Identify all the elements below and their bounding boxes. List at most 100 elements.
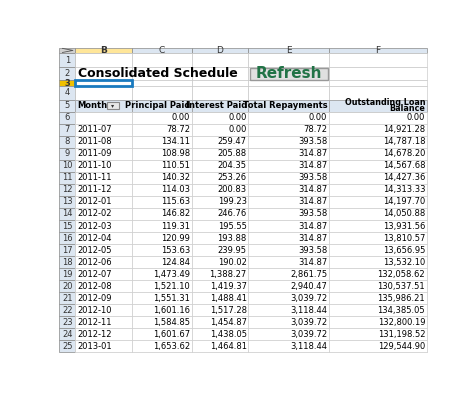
Text: 314.87: 314.87 [298, 221, 328, 230]
Bar [329, 184, 427, 196]
Bar [132, 196, 191, 208]
Text: 1,388.27: 1,388.27 [210, 270, 247, 279]
Bar [75, 220, 132, 232]
Bar [329, 67, 427, 80]
Bar [329, 316, 427, 328]
Text: 3,118.44: 3,118.44 [291, 342, 328, 351]
Text: 124.84: 124.84 [161, 258, 190, 267]
Text: 14,787.18: 14,787.18 [383, 137, 425, 146]
Bar [191, 304, 248, 316]
Bar [75, 328, 132, 341]
Text: 14,567.68: 14,567.68 [383, 161, 425, 170]
Bar [75, 341, 132, 352]
Bar [329, 148, 427, 160]
Bar [191, 184, 248, 196]
Bar [132, 292, 191, 304]
Bar [75, 112, 132, 124]
Text: 2: 2 [64, 69, 70, 78]
Text: 23: 23 [62, 318, 73, 327]
Text: 1,438.05: 1,438.05 [210, 330, 247, 339]
Bar [248, 220, 329, 232]
Bar [191, 80, 248, 86]
Text: 130,537.51: 130,537.51 [377, 282, 425, 291]
Text: 205.88: 205.88 [218, 149, 247, 158]
Bar [132, 80, 191, 86]
Bar [132, 244, 191, 256]
Text: F: F [375, 46, 380, 55]
Bar [191, 268, 248, 280]
Bar [248, 53, 329, 67]
Bar [191, 232, 248, 244]
Bar [75, 292, 132, 304]
Bar [248, 232, 329, 244]
Bar [132, 232, 191, 244]
Bar [75, 124, 132, 136]
Bar [132, 256, 191, 268]
Text: E: E [286, 46, 292, 55]
Text: C: C [159, 46, 165, 55]
Bar [75, 100, 132, 112]
Bar [132, 304, 191, 316]
Text: 259.47: 259.47 [218, 137, 247, 146]
Bar [59, 196, 75, 208]
Bar [329, 316, 427, 328]
Text: 14,921.28: 14,921.28 [383, 125, 425, 134]
Text: 3,039.72: 3,039.72 [290, 330, 328, 339]
Bar [75, 196, 132, 208]
Bar [59, 256, 75, 268]
Bar [59, 160, 75, 172]
Bar [132, 328, 191, 341]
Bar [75, 208, 132, 220]
Text: 114.03: 114.03 [161, 185, 190, 194]
Bar [75, 341, 132, 352]
Bar [248, 316, 329, 328]
Text: 2011-08: 2011-08 [77, 137, 112, 146]
Bar [59, 172, 75, 184]
Bar [75, 256, 132, 268]
Bar [191, 172, 248, 184]
Text: 2013-01: 2013-01 [77, 342, 112, 351]
Bar [329, 160, 427, 172]
Bar [75, 100, 132, 112]
Bar [248, 112, 329, 124]
Bar [191, 136, 248, 148]
Text: 135,986.21: 135,986.21 [377, 294, 425, 303]
Bar [132, 172, 191, 184]
Bar [329, 244, 427, 256]
Bar [191, 292, 248, 304]
Text: 0.00: 0.00 [172, 113, 190, 122]
Bar [248, 148, 329, 160]
Bar [59, 184, 75, 196]
Text: 146.82: 146.82 [161, 209, 190, 219]
Bar [59, 232, 75, 244]
Text: Outstanding Loan: Outstanding Loan [345, 99, 425, 107]
Bar [248, 160, 329, 172]
Bar [248, 341, 329, 352]
Bar [75, 232, 132, 244]
Text: 2012-10: 2012-10 [77, 306, 112, 315]
Text: 2012-11: 2012-11 [77, 318, 112, 327]
Text: 22: 22 [62, 306, 73, 315]
Text: 10: 10 [62, 161, 73, 170]
Text: 2011-10: 2011-10 [77, 161, 112, 170]
Bar [248, 184, 329, 196]
Text: 120.99: 120.99 [161, 234, 190, 243]
Bar [329, 53, 427, 67]
Text: 2012-02: 2012-02 [77, 209, 112, 219]
Bar [329, 220, 427, 232]
Bar [75, 256, 132, 268]
Bar [75, 184, 132, 196]
Bar [132, 304, 191, 316]
Bar [329, 196, 427, 208]
Text: 1: 1 [64, 55, 70, 65]
Bar [75, 48, 132, 53]
Text: 19: 19 [62, 270, 73, 279]
Bar [191, 160, 248, 172]
Bar [248, 172, 329, 184]
Bar [248, 316, 329, 328]
Bar [191, 148, 248, 160]
Bar [329, 268, 427, 280]
Text: 15: 15 [62, 221, 73, 230]
Bar [248, 124, 329, 136]
Bar [248, 160, 329, 172]
